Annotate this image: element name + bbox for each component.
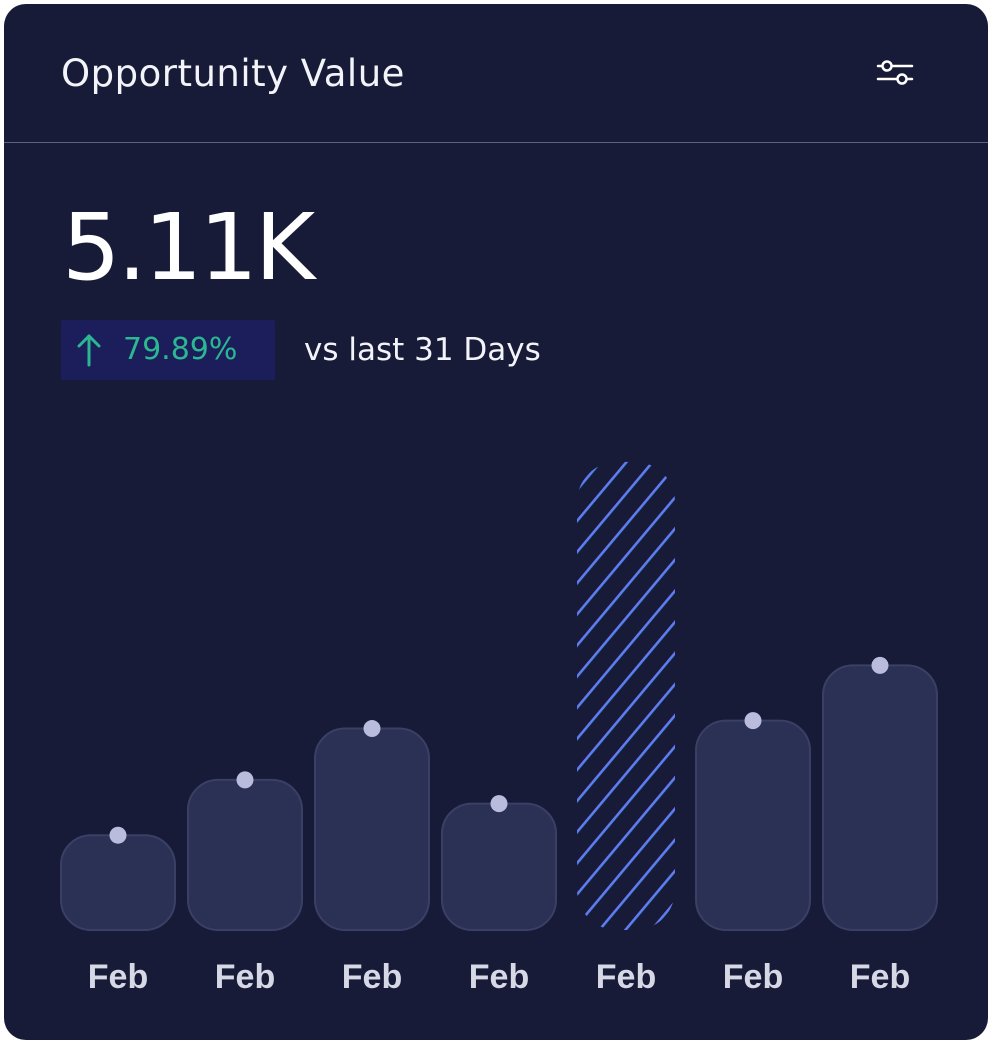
x-tick-label-0: Feb	[88, 958, 148, 996]
sliders-icon	[876, 60, 914, 85]
opportunity-value-card: Opportunity Value 5.11K 79.89% vs last 3…	[4, 4, 988, 1040]
card-header: Opportunity Value	[4, 4, 988, 143]
x-tick-label-6: Feb	[850, 958, 910, 996]
bar-2[interactable]	[314, 727, 430, 931]
headline-value: 5.11K	[62, 194, 315, 301]
bar-marker-0	[109, 826, 127, 844]
x-tick-label-3: Feb	[469, 958, 529, 996]
comparison-period: vs last 31 Days	[304, 332, 541, 368]
bar-chart: Feb Feb Feb Feb Feb Feb Feb	[60, 461, 938, 996]
bar-3[interactable]	[441, 802, 557, 932]
labels-layer: Feb Feb Feb Feb Feb Feb Feb	[88, 958, 910, 996]
bar-5[interactable]	[695, 719, 811, 931]
bar-marker-5	[744, 712, 762, 730]
bar-marker-6	[871, 656, 889, 674]
bar-0[interactable]	[60, 834, 176, 932]
x-tick-label-4: Feb	[596, 958, 656, 996]
bar-highlighted-4[interactable]	[577, 461, 675, 930]
x-tick-label-1: Feb	[215, 958, 275, 996]
filter-button[interactable]	[868, 54, 920, 94]
change-percentage: 79.89%	[123, 332, 238, 367]
arrow-up-icon	[77, 334, 101, 367]
bar-6[interactable]	[822, 664, 938, 931]
bar-1[interactable]	[187, 778, 303, 931]
bar-marker-1	[236, 771, 254, 789]
bars-layer	[60, 461, 938, 932]
bar-marker-3	[490, 795, 508, 813]
x-tick-label-2: Feb	[342, 958, 402, 996]
change-badge: 79.89%	[61, 320, 275, 380]
x-tick-label-5: Feb	[723, 958, 783, 996]
card-title: Opportunity Value	[61, 52, 405, 95]
bar-marker-2	[363, 720, 381, 738]
